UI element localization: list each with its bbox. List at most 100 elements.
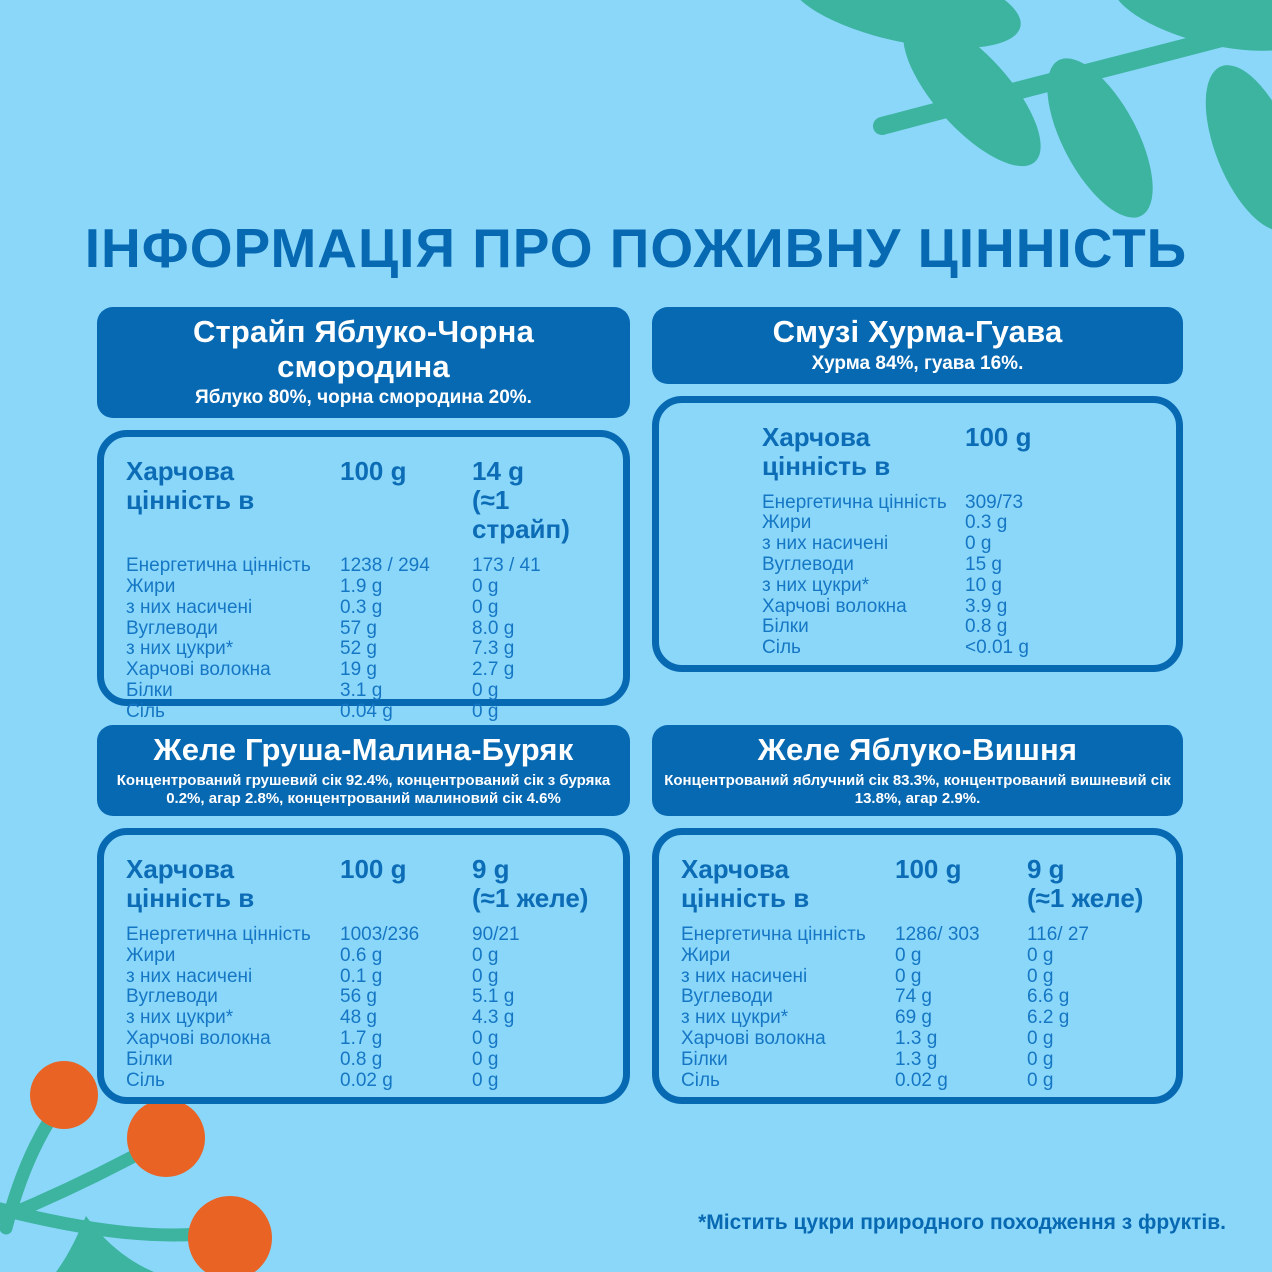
value-per-serving: [1125, 555, 1162, 576]
serving-note: (≈1 желе): [1027, 882, 1144, 913]
value-per-serving: 0 g: [472, 1027, 499, 1049]
nutrient-label: з них цукри*: [762, 574, 870, 596]
value-per-100g: 1286/ 303: [895, 923, 980, 945]
nutrition-row: Сіль 0.02 g 0 g: [126, 1070, 609, 1092]
nutrition-row: з них насичені 0.1 g 0 g: [126, 965, 609, 988]
nutrient-label: Енергетична цінність: [126, 555, 311, 577]
value-per-serving: 8.0 g: [472, 617, 515, 639]
value-per-serving: 0 g: [1027, 965, 1054, 987]
nutrient-label: Енергетична цінність: [126, 923, 311, 945]
value-per-serving: 7.3 g: [472, 638, 515, 660]
nutrient-label: з них насичені: [762, 533, 889, 555]
value-per-serving: 0 g: [1027, 1069, 1054, 1091]
value-per-100g: 19 g: [340, 659, 377, 681]
value-per-100g: 56 g: [340, 986, 377, 1008]
column-header-per-serving: 14 g (≈1 страйп): [472, 457, 609, 544]
value-per-serving: 0 g: [472, 576, 499, 598]
value-per-serving: 0 g: [472, 944, 499, 966]
nutrition-table: Харчова цінність в 100 g 14 g (≈1 страйп…: [97, 430, 630, 722]
nutrient-label: Вуглеводи: [681, 986, 773, 1008]
nutrition-row: Жири 1.9 g 0 g: [126, 576, 609, 598]
value-per-100g: 3.9 g: [965, 595, 1008, 617]
value-per-100g: 1238 / 294: [340, 555, 430, 577]
nutrition-row: з них цукри* 48 g 4.3 g: [126, 1007, 609, 1029]
column-header-nutrition: Харчова цінність в: [681, 853, 810, 913]
nutrition-row: з них цукри* 69 g 6.2 g: [681, 1007, 1162, 1029]
value-per-100g: 1003/236: [340, 923, 420, 945]
nutrient-label: Білки: [681, 1048, 728, 1070]
product-composition: Хурма 84%, гуава 16%.: [811, 352, 1024, 374]
value-per-100g: 1.3 g: [895, 1048, 938, 1070]
nutrient-label: Енергетична цінність: [681, 923, 866, 945]
nutrient-label: Білки: [762, 616, 809, 638]
nutrient-label: Харчові волокна: [126, 659, 271, 681]
nutrient-label: Жири: [762, 512, 812, 534]
nutrition-row: Жири 0.6 g 0 g: [126, 944, 609, 967]
value-per-serving: [1125, 576, 1162, 597]
nutrition-table-header: Харчова цінність в 100 g: [762, 421, 1162, 481]
nutrition-row: Харчові волокна 19 g 2.7 g: [126, 659, 609, 681]
value-per-serving: 6.2 g: [1027, 1007, 1070, 1029]
serving-note: (≈1 желе): [472, 882, 589, 913]
nutrition-row: Вуглеводи 74 g 6.6 g: [681, 987, 1162, 1008]
value-per-100g: <0.01 g: [965, 637, 1029, 659]
nutrient-label: Енергетична цінність: [762, 491, 947, 513]
value-per-serving: [1125, 493, 1162, 514]
value-per-100g: 309/73: [965, 491, 1024, 513]
product-title: Желе Яблуко-Вишня: [757, 732, 1078, 768]
value-per-100g: 15 g: [965, 553, 1002, 575]
nutrition-rows: Енергетична цінність 1286/ 303 116/ 27 Ж…: [681, 923, 1162, 1091]
nutrient-label: з них насичені: [126, 965, 253, 987]
value-per-100g: 0 g: [895, 944, 922, 966]
value-per-serving: [1125, 513, 1162, 534]
value-per-100g: 0.02 g: [895, 1069, 948, 1091]
value-per-100g: 10 g: [965, 574, 1002, 596]
nutrition-row: Енергетична цінність 1286/ 303 116/ 27: [681, 923, 1162, 946]
product-composition: Яблуко 80%, чорна смородина 20%.: [195, 387, 532, 409]
value-per-100g: 0.04 g: [340, 700, 393, 722]
nutrient-label: Білки: [126, 680, 173, 702]
serving-size: 14 g: [472, 456, 525, 487]
value-per-100g: 0.8 g: [965, 616, 1008, 638]
nutrition-row: Жири 0 g 0 g: [681, 944, 1162, 967]
value-per-100g: 0.8 g: [340, 1048, 383, 1070]
value-per-serving: 90/21: [472, 923, 520, 945]
nutrition-row: Енергетична цінність 1003/236 90/21: [126, 923, 609, 946]
nutrition-row: Білки 0.8 g: [762, 616, 1162, 638]
nutrition-row: Вуглеводи 56 g 5.1 g: [126, 987, 609, 1008]
value-per-serving: 116/ 27: [1027, 923, 1089, 945]
product-title: Желе Груша-Малина-Буряк: [153, 732, 574, 768]
nutrition-table: Харчова цінність в 100 g 9 g (≈1 желе) Е…: [97, 827, 630, 1104]
value-per-serving: 0 g: [472, 700, 499, 722]
nutrient-label: Білки: [126, 1048, 173, 1070]
nutrition-row: Харчові волокна 1.7 g 0 g: [126, 1027, 609, 1050]
value-per-100g: 0.1 g: [340, 965, 383, 987]
nutrition-row: Вуглеводи 15 g: [762, 553, 1162, 576]
nutrition-row: з них цукри* 10 g: [762, 574, 1162, 597]
nutrition-row: Білки 3.1 g 0 g: [126, 680, 609, 702]
product-composition: Концентрований яблучний сік 83.3%, конце…: [664, 771, 1171, 807]
nutrition-row: з них насичені 0 g: [762, 533, 1162, 555]
value-per-100g: 52 g: [340, 638, 377, 660]
product-header: Страйп Яблуко-Чорна смородина Яблуко 80%…: [97, 307, 630, 419]
value-per-serving: 173 / 41: [472, 555, 541, 577]
nutrition-row: Енергетична цінність 309/73: [762, 491, 1162, 514]
value-per-100g: 69 g: [895, 1007, 932, 1029]
nutrition-row: Енергетична цінність 1238 / 294 173 / 41: [126, 555, 609, 577]
value-per-100g: 74 g: [895, 986, 932, 1008]
sugars-footnote: *Містить цукри природного походження з ф…: [698, 1211, 1226, 1234]
nutrient-label: з них насичені: [126, 596, 253, 618]
value-per-serving: 6.6 g: [1027, 986, 1070, 1008]
product-title: Смузі Хурма-Гуава: [772, 314, 1063, 349]
column-header-per-100g: 100 g: [965, 421, 1032, 452]
product-panel: Смузі Хурма-Гуава Хурма 84%, гуава 16%. …: [652, 307, 1183, 706]
nutrition-rows: Енергетична цінність 1003/236 90/21 Жири…: [126, 923, 609, 1092]
column-header-per-serving: 9 g (≈1 желе): [472, 854, 609, 913]
nutrient-label: Сіль: [762, 637, 801, 659]
nutrient-label: Жири: [681, 944, 731, 966]
nutrient-label: Харчові волокна: [681, 1027, 826, 1049]
nutrient-label: Вуглеводи: [126, 986, 218, 1008]
nutrition-row: Сіль <0.01 g: [762, 637, 1162, 659]
product-panel: Страйп Яблуко-Чорна смородина Яблуко 80%…: [97, 307, 630, 722]
